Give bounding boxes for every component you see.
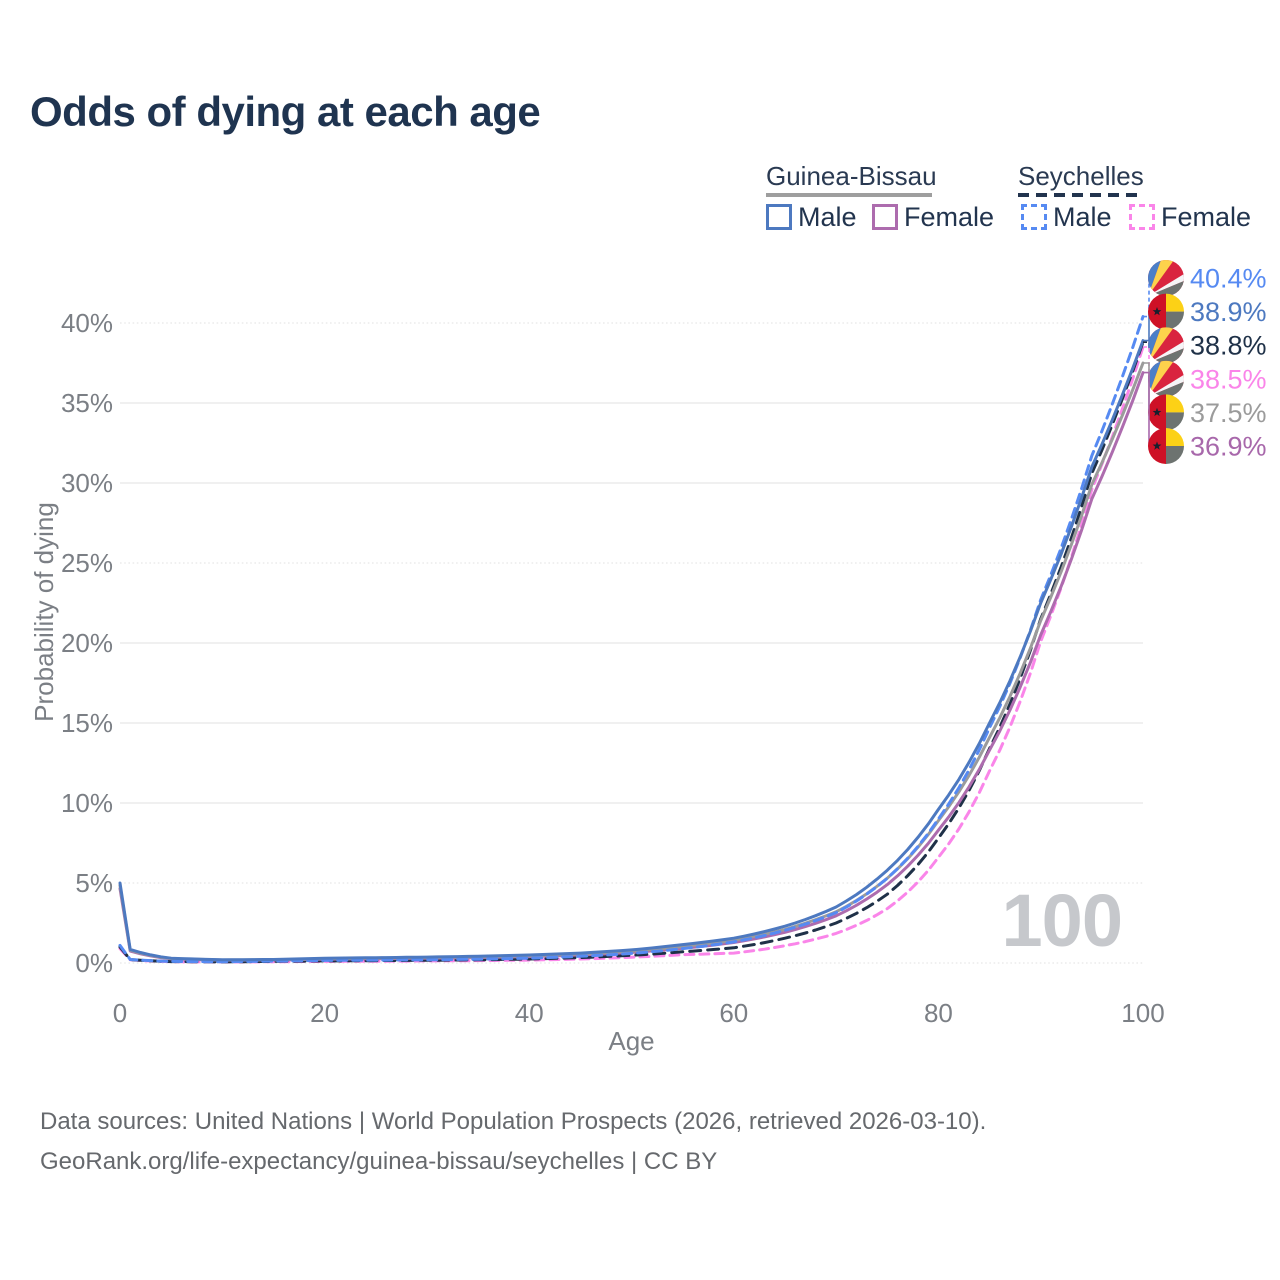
y-tick-label: 20% [61,628,113,658]
series-line-gw-total[interactable] [118,361,1145,962]
end-label-value-sc-female: 38.5% [1190,364,1267,394]
legend-item-seychelles-female[interactable]: Female [1129,203,1251,231]
legend-item-label: Male [1053,202,1112,232]
y-tick-label: 30% [61,468,113,498]
end-label-value-gw-female: 36.9% [1190,432,1267,462]
x-tick-label: 0 [113,998,127,1028]
legend-item-label: Female [1161,202,1252,232]
legend-item-label: Female [904,202,995,232]
y-tick-label: 40% [61,308,113,338]
age-indicator-watermark: 100 [1001,879,1123,962]
end-label-value-sc-total: 38.8% [1190,331,1267,361]
x-tick-label: 60 [719,998,748,1028]
flag-icon-seychelles [1148,360,1184,397]
end-label-value-gw-total: 37.5% [1190,398,1267,428]
legend-item-guinea-bissau-female[interactable]: Female [872,203,994,231]
y-tick-label: 25% [61,548,113,578]
x-tick-label: 80 [924,998,953,1028]
legend-swatch-seychelles-male [1021,204,1047,230]
end-label-leader-sc-male [1143,277,1152,318]
legend-item-seychelles-male[interactable]: Male [1021,203,1112,231]
end-label-value-sc-male: 40.4% [1190,264,1267,294]
series-line-sc-total[interactable] [118,340,1145,964]
flag-icon-guinea-bissau [1148,428,1184,464]
x-tick-label: 100 [1121,998,1164,1028]
flag-icon-guinea-bissau [1148,394,1184,431]
legend-swatch-seychelles-female [1129,204,1155,230]
legend-underline-guinea-bissau [766,193,932,197]
legend-underline-seychelles [1018,193,1141,197]
series-line-gw-male[interactable] [118,339,1145,962]
series-line-sc-female[interactable] [118,345,1145,964]
x-tick-label: 40 [515,998,544,1028]
series-line-gw-female[interactable] [118,371,1145,962]
end-label-value-gw-male: 38.9% [1190,297,1267,327]
y-tick-label: 35% [61,388,113,418]
footer-sources: Data sources: United Nations | World Pop… [40,1108,987,1135]
x-tick-label: 20 [310,998,339,1028]
flag-icon-seychelles [1148,260,1184,296]
legend-group-guinea-bissau-title[interactable]: Guinea-Bissau [766,161,937,191]
flag-icon-guinea-bissau [1148,293,1184,330]
page-title: Odds of dying at each age [30,88,541,135]
y-tick-label: 0% [75,948,113,978]
legend-item-guinea-bissau-male[interactable]: Male [766,203,857,231]
y-tick-label: 5% [75,868,113,898]
footer-attribution: GeoRank.org/life-expectancy/guinea-bissa… [40,1148,718,1175]
x-axis-title: Age [608,1026,655,1056]
series-line-sc-male[interactable] [118,315,1145,964]
legend-swatch-guinea-bissau-male [766,204,792,230]
y-axis-title: Probability of dying [29,502,59,722]
flag-icon-seychelles [1148,327,1184,364]
legend-swatch-guinea-bissau-female [872,204,898,230]
legend-item-label: Male [798,202,857,232]
y-tick-label: 15% [61,708,113,738]
y-tick-label: 10% [61,788,113,818]
legend-group-seychelles-title[interactable]: Seychelles [1018,161,1144,191]
